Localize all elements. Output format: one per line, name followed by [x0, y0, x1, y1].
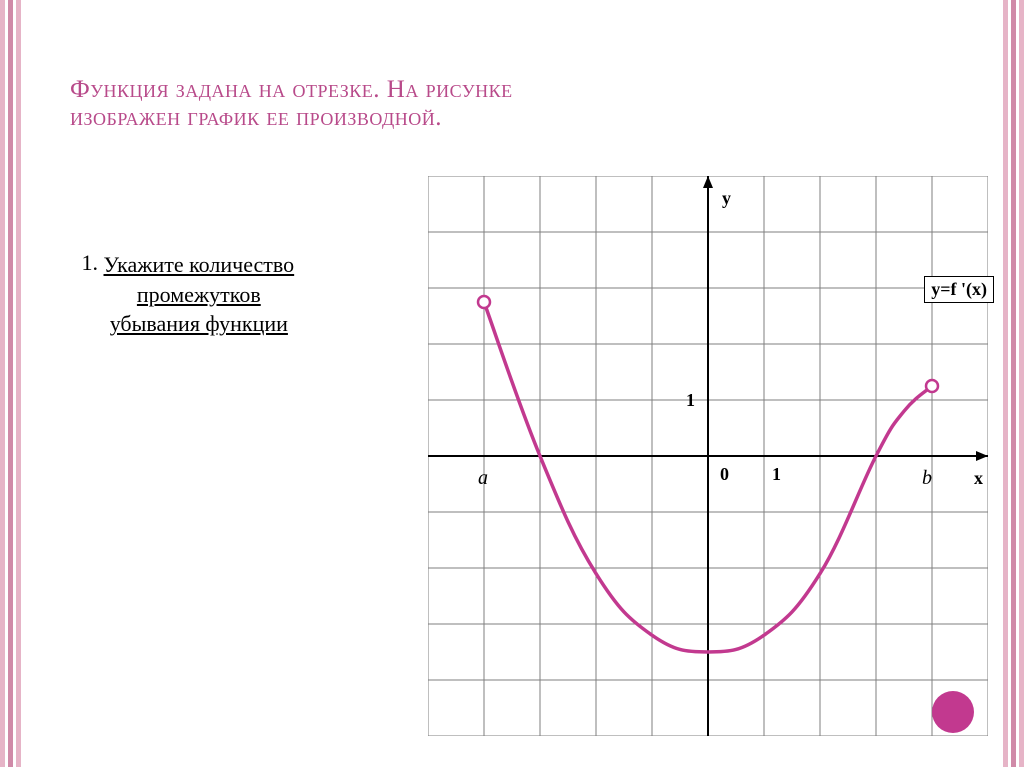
svg-text:1: 1 [686, 390, 695, 410]
svg-text:a: a [478, 467, 488, 489]
chart-svg: y x 0 1 1 a b [428, 176, 988, 736]
stripe-l3 [16, 0, 21, 767]
slide-page: Функция задана на отрезке. На рисунке из… [30, 0, 994, 767]
equation-box: y=f '(x) [924, 276, 994, 303]
svg-text:b: b [922, 467, 932, 489]
equation-label: y=f '(x) [931, 279, 987, 299]
svg-text:1: 1 [772, 464, 781, 484]
page-title: Функция задана на отрезке. На рисунке из… [70, 76, 954, 132]
stripe-r1 [1019, 0, 1024, 767]
svg-text:y: y [722, 188, 731, 208]
corner-dot [932, 691, 974, 733]
task-text: Укажите количество промежутковубывания ф… [104, 250, 295, 339]
title-line1: Функция задана на отрезке. На рисунке [70, 76, 513, 103]
stripe-r2 [1011, 0, 1016, 767]
task-block: 1. Укажите количество промежутковубывани… [70, 250, 400, 339]
svg-text:0: 0 [720, 464, 729, 484]
stripe-l1 [0, 0, 5, 767]
task-number: 1. [70, 250, 98, 276]
svg-text:x: x [974, 468, 983, 488]
stripe-r3 [1003, 0, 1008, 767]
derivative-chart: y x 0 1 1 a b y=f '(x) [428, 176, 988, 736]
title-line2: изображен график ее производной. [70, 104, 442, 131]
stripe-l2 [8, 0, 13, 767]
